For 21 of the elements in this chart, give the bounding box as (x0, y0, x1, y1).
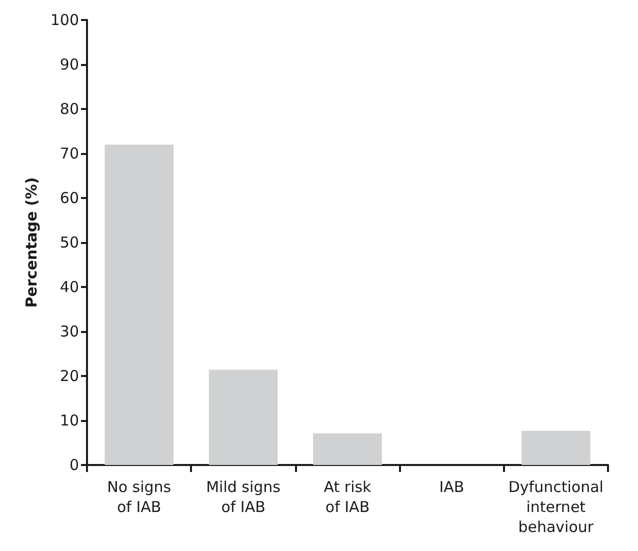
x-tick-label: Mild signs of IAB (206, 478, 281, 516)
y-axis-title: Percentage (%) (22, 177, 40, 308)
bar (522, 430, 590, 465)
y-tick-label: 90 (60, 56, 79, 74)
x-tick-label: At risk of IAB (324, 478, 372, 516)
y-tick-label: 100 (50, 11, 79, 29)
y-tick-label: 40 (60, 278, 79, 296)
y-tick-label: 50 (60, 234, 79, 252)
y-tick-label: 80 (60, 100, 79, 118)
x-tick-label: Dyfunctional internet behaviour (508, 478, 604, 536)
x-tick-label: No signs of IAB (107, 478, 172, 516)
x-tick-label: IAB (439, 478, 464, 496)
y-tick-label: 10 (60, 412, 79, 430)
y-tick-label: 20 (60, 367, 79, 385)
bar (208, 370, 278, 465)
y-tick-label: 0 (69, 456, 79, 474)
y-tick-label: 70 (60, 144, 79, 162)
bar (104, 144, 174, 465)
y-tick-label: 30 (60, 322, 79, 340)
y-tick-label: 60 (60, 189, 79, 207)
bar (313, 433, 382, 465)
